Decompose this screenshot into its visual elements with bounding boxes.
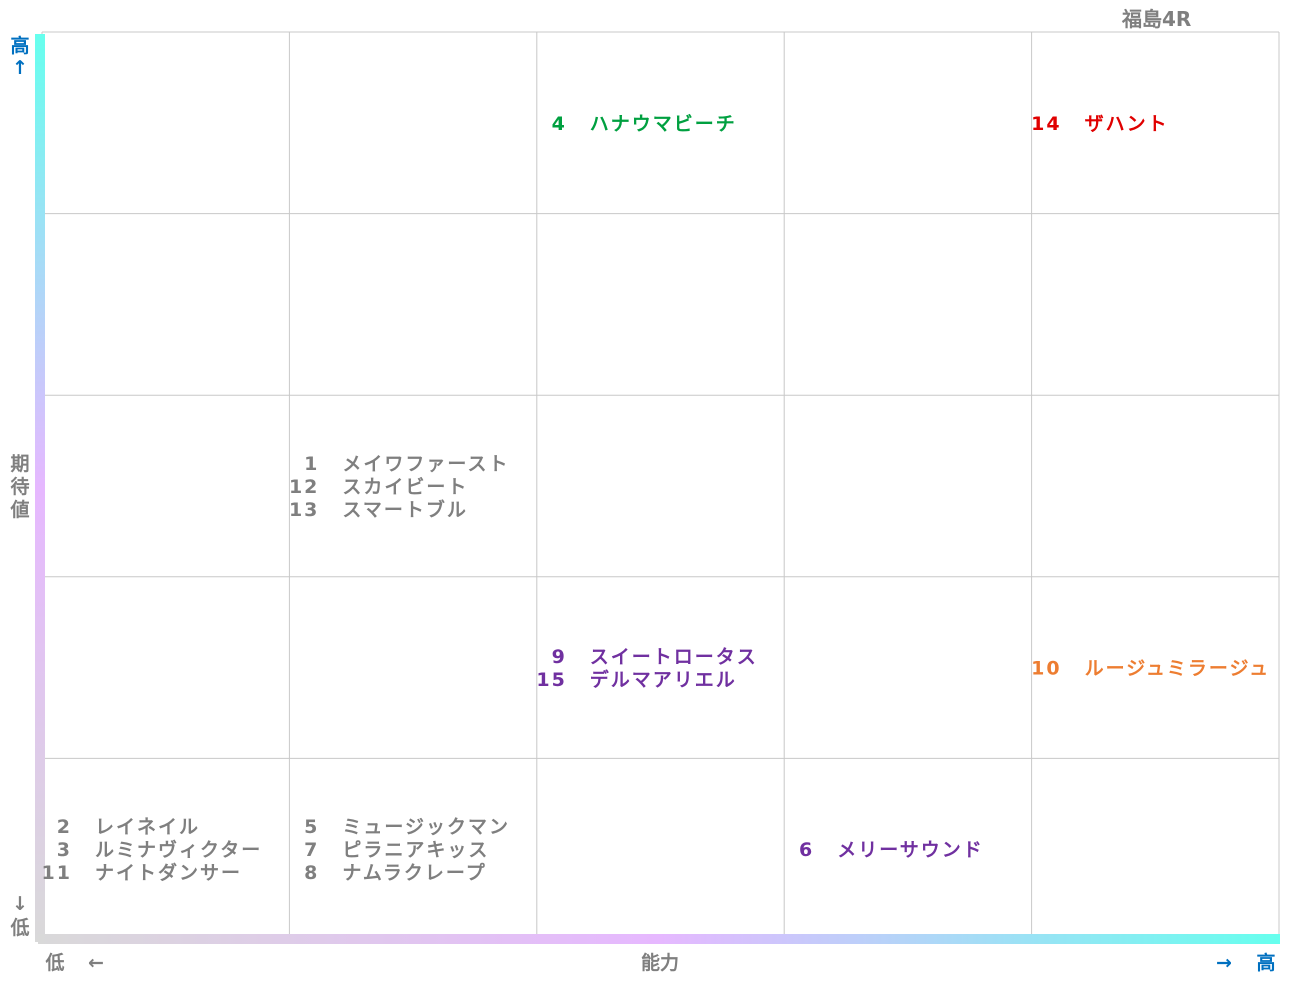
horse-number: 11 [42,862,72,884]
horse-number: 6 [799,839,814,861]
x-axis-low-label: 低 [44,951,64,974]
horse-name: ルミナヴィクター [95,838,262,861]
horse-name: ナムラクレープ [342,861,486,884]
horse-name: ザハント [1085,113,1169,135]
horse-name: ナイトダンサー [95,861,242,884]
cell-group: 9 スイートロータス 15 デルマアリエル [536,646,758,691]
x-axis-high-arrow: → [1216,952,1232,974]
chart-title: 福島4R [1122,7,1192,31]
horse-name: ハナウマビーチ [590,113,737,135]
y-axis-low-label: 低 [9,916,29,939]
horse-number: 4 [552,113,567,135]
cell-group: 1 メイワファースト 12 スカイビート 13 スマートブル [289,453,509,521]
y-axis-bar [35,34,45,942]
horse-number: 1 [304,453,319,475]
y-axis-title-char: 待 [10,475,29,498]
horse-number: 14 [1031,113,1061,135]
cell-group: 6 メリーサウンド [799,839,984,861]
y-axis-low-arrow: ↓ [12,893,28,915]
horse-name: デルマアリエル [590,668,737,691]
horse-name: ミュージックマン [342,816,510,838]
horse-number: 15 [536,669,566,691]
cell-group: 4 ハナウマビーチ [552,113,737,135]
horse-number: 8 [304,862,319,884]
horse-name: ピラニアキッス [342,839,489,861]
cell-group: 5 ミュージックマン 7 ピラニアキッス 8 ナムラクレープ [304,816,510,884]
horse-name: メイワファースト [342,453,509,475]
horse-number: 9 [552,646,567,668]
y-axis-high-arrow: ↑ [12,57,28,79]
horse-number: 7 [304,839,319,861]
horse-number: 5 [304,816,319,838]
x-axis-bar [38,934,1280,944]
horse-name: ルージュミラージュ [1085,658,1271,680]
y-axis-title-char: 期 [10,453,29,475]
horse-number: 12 [289,476,319,498]
x-axis-high-label: 高 [1256,951,1275,974]
horse-name: メリーサウンド [837,839,984,861]
x-axis-title: 能力 [641,951,679,974]
horse-number: 13 [289,499,319,521]
y-axis-title-char: 値 [9,499,29,521]
cell-group: 2 レイネイル 3 ルミナヴィクター 11 ナイトダンサー [42,816,262,884]
horse-number: 3 [57,839,72,861]
horse-name: スマートブル [342,498,467,521]
horse-name: スイートロータス [590,646,758,668]
horse-name: スカイビート [342,476,468,498]
cell-group: 14 ザハント [1031,113,1169,135]
cell-group: 10 ルージュミラージュ [1031,658,1271,680]
horse-name: レイネイル [95,816,200,838]
horse-number: 10 [1031,658,1061,680]
horse-number: 2 [57,816,72,838]
y-axis-high-label: 高 [10,34,29,57]
x-axis-low-arrow: ← [88,952,104,974]
